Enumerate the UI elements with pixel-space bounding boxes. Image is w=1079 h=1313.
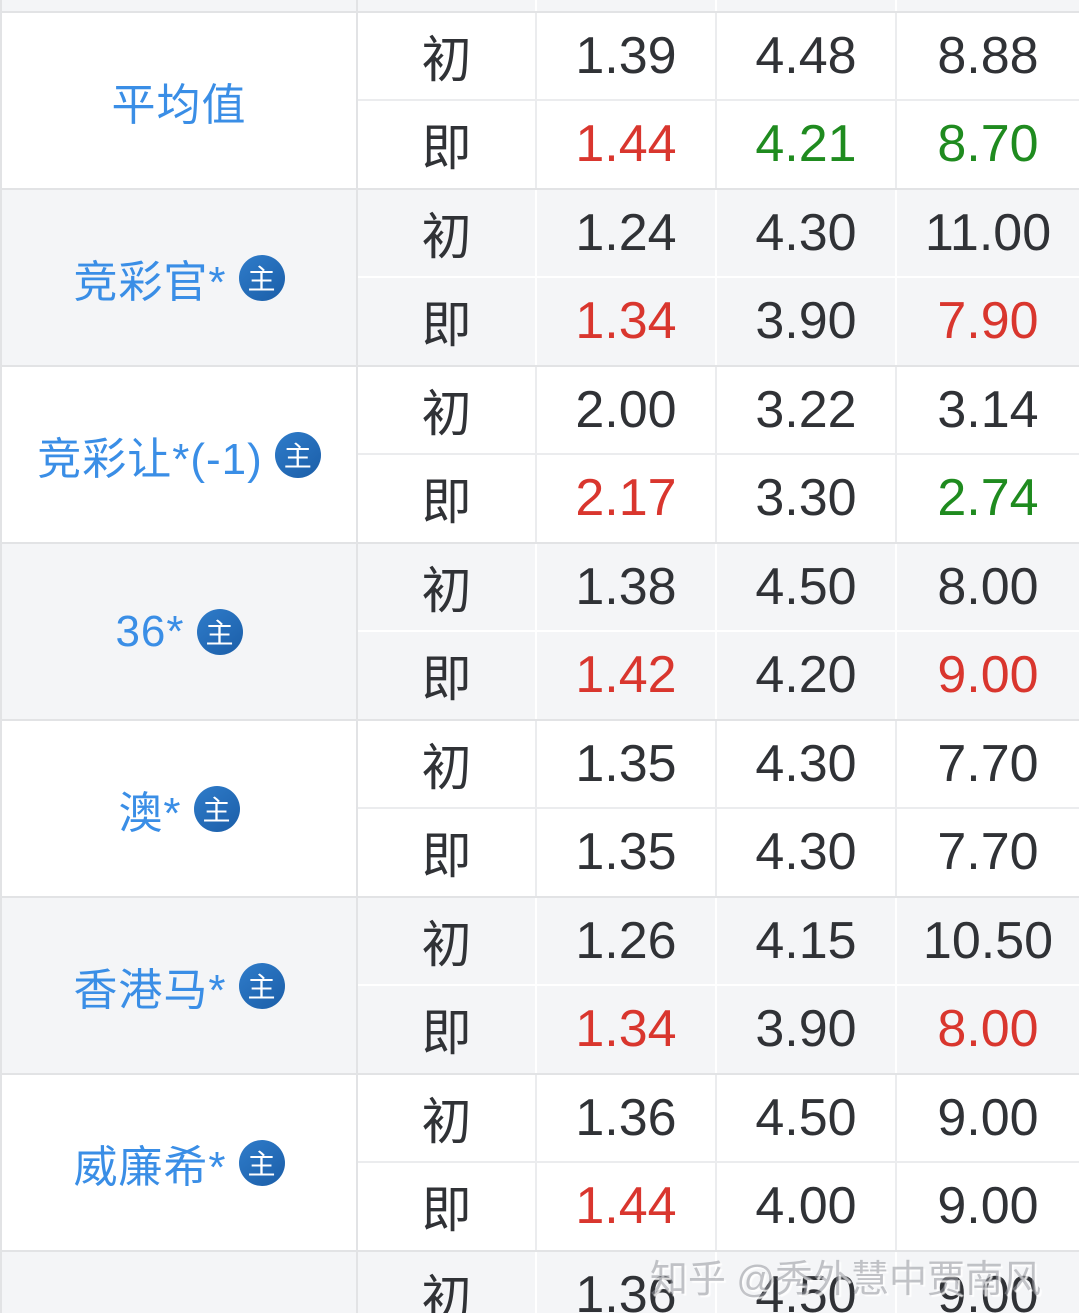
odds-value: 1.35 (537, 721, 717, 809)
odds-value: 4.30 (717, 808, 897, 896)
period-label-live: 即 (358, 454, 537, 542)
period-label-initial: 初 (358, 544, 537, 632)
odds-value: 2.74 (937, 469, 1039, 528)
bookmaker-name: 竞彩让*(-1) (37, 434, 263, 484)
odds-value: 3.22 (717, 367, 897, 455)
period-label-live: 即 (358, 808, 537, 896)
odds-value: 2.00 (537, 367, 717, 455)
odds-value: 4.00 (717, 1162, 897, 1250)
bookmaker-name-cell[interactable]: 威廉希* 主 (2, 1075, 358, 1250)
bookmaker-name: 平均值 (111, 80, 247, 130)
bookmaker-name: 香港马* (73, 965, 227, 1015)
cutoff-value-cell (717, 0, 897, 11)
odds-value: 9.00 (937, 1177, 1039, 1236)
main-badge: 主 (238, 962, 285, 1009)
bookmaker-name: 竞彩官* (73, 257, 227, 307)
odds-value: 9.00 (897, 1252, 1079, 1313)
bookmaker-row: 竞彩官* 主 初 1.24 4.30 11.00 即 1.34 3.90 7.9… (2, 190, 1079, 367)
odds-value: 7.90 (937, 292, 1039, 351)
odds-value: 1.36 (537, 1075, 717, 1163)
odds-value: 7.70 (937, 823, 1039, 882)
odds-value: 4.50 (717, 1075, 897, 1163)
main-badge: 主 (274, 431, 321, 478)
odds-value: 1.36 (537, 1252, 717, 1313)
odds-value: 4.30 (717, 721, 897, 809)
odds-value: 3.90 (717, 985, 897, 1073)
period-label-initial: 初 (358, 367, 537, 455)
period-label-live: 即 (358, 100, 537, 188)
odds-value: 4.50 (717, 544, 897, 632)
odds-value: 8.88 (897, 13, 1079, 101)
period-label-initial: 初 (358, 898, 537, 986)
bookmaker-name: 澳* (118, 788, 182, 838)
bookmaker-name-cell[interactable]: 竞彩官* 主 (2, 190, 358, 365)
main-badge: 主 (193, 785, 240, 832)
odds-value: 9.00 (897, 1075, 1079, 1163)
bookmaker-name-cell[interactable]: 香港马* 主 (2, 898, 358, 1073)
bookmaker-row: 澳* 主 初 1.35 4.30 7.70 即 1.35 4.30 7.70 (2, 721, 1079, 898)
bookmaker-name-cell[interactable]: 竞彩让*(-1) 主 (2, 367, 358, 542)
odds-value: 8.00 (897, 544, 1079, 632)
odds-value: 1.35 (537, 808, 717, 896)
period-label-initial: 初 (358, 721, 537, 809)
odds-value: 4.50 (717, 1252, 897, 1313)
period-label-initial: 初 (358, 190, 537, 278)
bookmaker-name-cell[interactable]: 36* 主 (2, 544, 358, 719)
period-label-initial: 初 (358, 13, 537, 101)
odds-value: 1.42 (537, 631, 717, 719)
bookmaker-row: 平均值 初 1.39 4.48 8.88 即 1.44 4.21 8.70 (2, 13, 1079, 190)
odds-value: 3.30 (717, 454, 897, 542)
odds-value: 4.48 (717, 13, 897, 101)
odds-value: 1.24 (537, 190, 717, 278)
bookmaker-row: 竞彩让*(-1) 主 初 2.00 3.22 3.14 即 2.17 3.30 … (2, 367, 1079, 544)
odds-value: 11.00 (897, 190, 1079, 278)
period-label-initial: 初 (358, 1252, 537, 1313)
bookmaker-name: 36* (115, 606, 185, 656)
odds-value: 2.17 (537, 454, 717, 542)
bookmaker-name-cell[interactable] (2, 1252, 358, 1313)
odds-value: 1.39 (537, 13, 717, 101)
odds-value: 1.38 (537, 544, 717, 632)
odds-value: 8.00 (937, 1000, 1039, 1059)
bookmaker-name-cell[interactable]: 澳* 主 (2, 721, 358, 896)
period-label-live: 即 (358, 631, 537, 719)
period-label-initial: 初 (358, 1075, 537, 1163)
odds-value: 3.14 (897, 367, 1079, 455)
odds-value: 4.21 (717, 100, 897, 188)
period-label-live: 即 (358, 1162, 537, 1250)
main-badge: 主 (238, 254, 285, 301)
period-label-live: 即 (358, 277, 537, 365)
odds-value: 8.70 (937, 115, 1039, 174)
cutoff-value-cell (897, 0, 1079, 11)
period-label-live: 即 (358, 985, 537, 1073)
cutoff-name-cell (2, 0, 358, 11)
odds-value: 4.15 (717, 898, 897, 986)
odds-value: 1.34 (537, 985, 717, 1073)
cutoff-previous-row (2, 0, 1079, 13)
cutoff-value-cell (537, 0, 717, 11)
odds-value: 10.50 (897, 898, 1079, 986)
bookmaker-row-partial: 初 1.36 4.50 9.00 (2, 1252, 1079, 1313)
odds-value: 4.30 (717, 190, 897, 278)
bookmaker-name-cell[interactable]: 平均值 (2, 13, 358, 188)
odds-value: 1.26 (537, 898, 717, 986)
bookmaker-name: 威廉希* (73, 1142, 227, 1192)
odds-value: 3.90 (717, 277, 897, 365)
odds-value: 7.70 (897, 721, 1079, 809)
odds-value: 9.00 (937, 646, 1039, 705)
main-badge: 主 (238, 1139, 285, 1186)
main-badge: 主 (196, 608, 243, 655)
bookmaker-row: 威廉希* 主 初 1.36 4.50 9.00 即 1.44 4.00 9.00 (2, 1075, 1079, 1252)
odds-value: 1.44 (537, 100, 717, 188)
odds-value: 1.34 (537, 277, 717, 365)
bookmaker-row: 香港马* 主 初 1.26 4.15 10.50 即 1.34 3.90 8.0… (2, 898, 1079, 1075)
odds-value: 4.20 (717, 631, 897, 719)
bookmaker-row: 36* 主 初 1.38 4.50 8.00 即 1.42 4.20 9.00 (2, 544, 1079, 721)
cutoff-period-cell (358, 0, 537, 11)
odds-value: 1.44 (537, 1162, 717, 1250)
